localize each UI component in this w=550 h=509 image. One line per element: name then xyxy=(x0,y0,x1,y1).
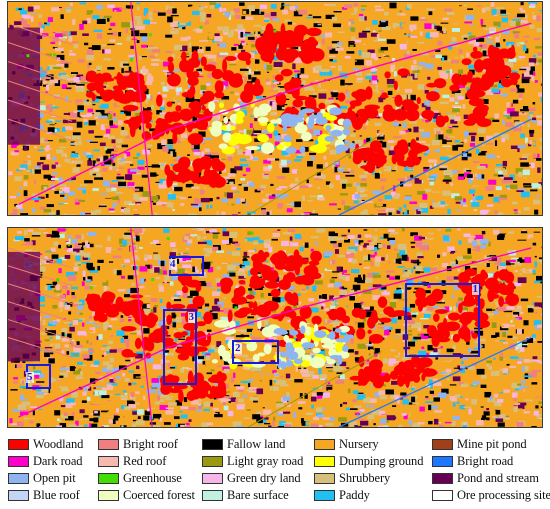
legend-item: Mine pit pond xyxy=(432,436,548,453)
classification-map-bottom: 1 2 3 4 5 xyxy=(7,227,543,428)
region-label-4: 4 xyxy=(169,258,177,270)
region-box-2: 2 xyxy=(232,340,279,364)
legend-item: Bright road xyxy=(432,453,548,470)
legend-item: Dumping ground xyxy=(314,453,432,470)
legend-item: Bright roof xyxy=(98,436,202,453)
legend-label: Bright road xyxy=(457,454,514,468)
legend-label: Dark road xyxy=(33,454,83,468)
legend-swatch xyxy=(202,439,223,450)
legend-item: Coerced forest xyxy=(98,487,202,504)
legend-label: Mine pit pond xyxy=(457,437,527,451)
legend-label: Dumping ground xyxy=(339,454,424,468)
legend-item: Light gray road xyxy=(202,453,314,470)
legend-label: Fallow land xyxy=(227,437,286,451)
legend-label: Light gray road xyxy=(227,454,304,468)
legend-swatch xyxy=(314,439,335,450)
map-legend: Woodland Bright roof Fallow land Nursery Min… xyxy=(8,436,550,506)
legend-item: Red roof xyxy=(98,453,202,470)
legend-item: Green dry land xyxy=(202,470,314,487)
legend-swatch xyxy=(8,473,29,484)
legend-item: Nursery xyxy=(314,436,432,453)
legend-label: Nursery xyxy=(339,437,379,451)
legend-label: Open pit xyxy=(33,471,76,485)
legend-swatch xyxy=(432,439,453,450)
legend-swatch xyxy=(8,456,29,467)
legend-item: Paddy xyxy=(314,487,432,504)
legend-swatch xyxy=(202,490,223,501)
legend-swatch xyxy=(432,456,453,467)
legend-swatch xyxy=(98,490,119,501)
legend-item: Ore processing site xyxy=(432,487,550,504)
legend-swatch xyxy=(314,456,335,467)
legend-label: Shrubbery xyxy=(339,471,391,485)
legend-item: Fallow land xyxy=(202,436,314,453)
legend-label: Blue roof xyxy=(33,488,80,502)
legend-swatch xyxy=(202,456,223,467)
legend-swatch xyxy=(98,456,119,467)
legend-swatch xyxy=(202,473,223,484)
map-top-canvas xyxy=(8,2,542,215)
legend-label: Woodland xyxy=(33,437,84,451)
legend-label: Bare surface xyxy=(227,488,289,502)
legend-label: Pond and stream xyxy=(457,471,539,485)
region-label-5: 5 xyxy=(26,371,34,383)
legend-swatch xyxy=(98,473,119,484)
region-box-1: 1 xyxy=(405,283,480,357)
legend-item: Woodland xyxy=(8,436,98,453)
legend-label: Ore processing site xyxy=(457,488,550,502)
legend-label: Greenhouse xyxy=(123,471,182,485)
legend-item: Dark road xyxy=(8,453,98,470)
region-box-5: 5 xyxy=(26,364,51,389)
legend-item: Open pit xyxy=(8,470,98,487)
region-box-3: 3 xyxy=(163,309,197,385)
region-box-4: 4 xyxy=(169,256,204,276)
legend-label: Paddy xyxy=(339,488,370,502)
legend-swatch xyxy=(314,473,335,484)
region-label-1: 1 xyxy=(471,283,479,295)
classification-map-top xyxy=(7,1,543,216)
legend-item: Blue roof xyxy=(8,487,98,504)
legend-label: Green dry land xyxy=(227,471,301,485)
legend-swatch xyxy=(432,490,453,501)
legend-swatch xyxy=(98,439,119,450)
legend-label: Coerced forest xyxy=(123,488,195,502)
legend-item: Shrubbery xyxy=(314,470,432,487)
legend-item: Pond and stream xyxy=(432,470,548,487)
legend-label: Bright roof xyxy=(123,437,178,451)
legend-swatch xyxy=(432,473,453,484)
legend-swatch xyxy=(314,490,335,501)
legend-swatch xyxy=(8,439,29,450)
legend-label: Red roof xyxy=(123,454,167,468)
legend-swatch xyxy=(8,490,29,501)
legend-item: Greenhouse xyxy=(98,470,202,487)
legend-item: Bare surface xyxy=(202,487,314,504)
region-label-2: 2 xyxy=(234,342,242,354)
region-label-3: 3 xyxy=(187,311,195,323)
